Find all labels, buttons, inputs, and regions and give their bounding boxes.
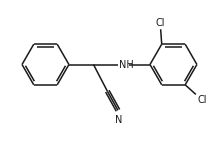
Text: Cl: Cl bbox=[156, 18, 165, 28]
Text: N: N bbox=[115, 115, 122, 125]
Text: Cl: Cl bbox=[198, 96, 207, 105]
Text: NH: NH bbox=[119, 59, 134, 69]
